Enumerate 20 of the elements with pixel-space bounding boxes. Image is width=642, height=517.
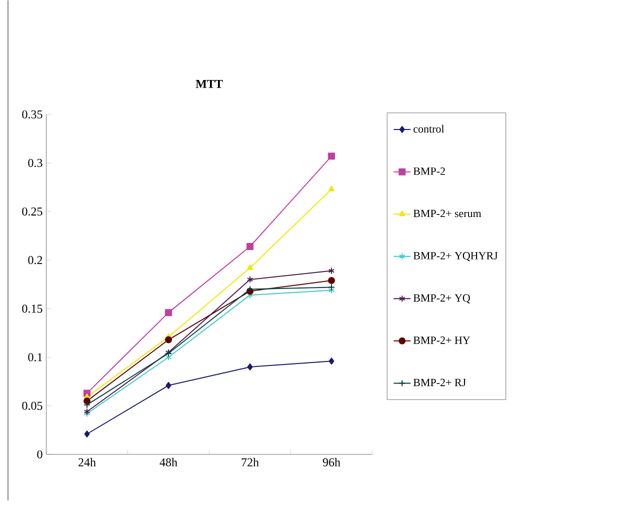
- y-tick-label: 0.25: [22, 207, 42, 216]
- legend-label: BMP-2+ RJ: [413, 378, 466, 386]
- x-tick-label: 48h: [160, 458, 178, 466]
- legend-label: BMP-2+ YQ: [413, 294, 470, 304]
- x-tick-label: 96h: [322, 458, 340, 466]
- chart-title: MTT: [196, 80, 223, 88]
- y-tick-label: 0.3: [28, 158, 42, 167]
- legend-label: BMP-2: [413, 167, 445, 175]
- legend-label: BMP-2+ HY: [413, 336, 470, 344]
- y-tick-label: 0.05: [22, 402, 42, 410]
- y-tick-label: 0.15: [22, 304, 42, 313]
- y-tick-label: 0.2: [28, 256, 42, 264]
- legend-label: control: [414, 124, 444, 132]
- y-tick-label: 0: [37, 450, 42, 458]
- y-tick-label: 0.35: [22, 110, 42, 118]
- x-tick-label: 72h: [242, 458, 259, 466]
- legend-label: BMP-2+ YQHYRJ: [413, 252, 498, 261]
- legend-label: BMP-2+ serum: [413, 210, 482, 217]
- y-tick-label: 0.1: [28, 352, 42, 362]
- x-tick-label: 24h: [78, 458, 96, 466]
